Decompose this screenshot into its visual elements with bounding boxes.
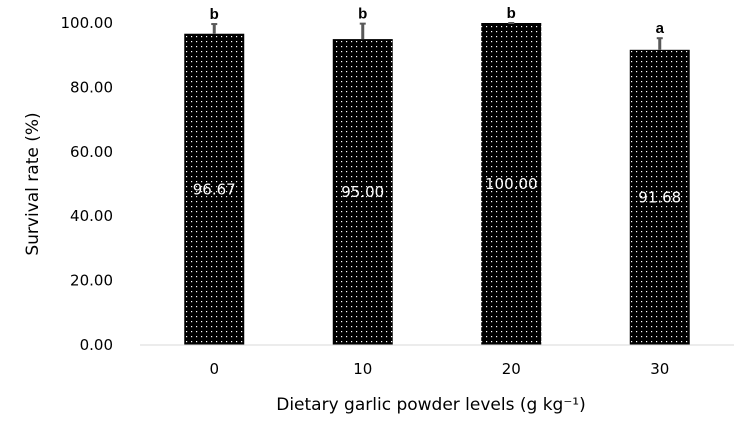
bar xyxy=(332,39,393,345)
y-axis-tick-labels: 0.00 20.00 40.00 60.00 80.00 100.00 xyxy=(61,14,114,354)
y-tick-label: 40.00 xyxy=(70,207,113,225)
x-tick-label: 20 xyxy=(502,360,521,378)
error-bar xyxy=(211,23,218,34)
significance-letter: b xyxy=(358,6,367,23)
significance-letter: b xyxy=(210,6,219,23)
significance-letter: b xyxy=(507,5,516,22)
error-bar xyxy=(359,22,366,40)
x-axis-tick-labels: 0 10 20 30 xyxy=(209,360,669,378)
data-label: 95.00 xyxy=(341,183,384,201)
data-label: 96.67 xyxy=(193,180,236,198)
data-label: 91.68 xyxy=(638,188,681,206)
x-tick-label: 30 xyxy=(650,360,669,378)
significance-letters: b b ba xyxy=(210,5,665,37)
data-labels: 96.67 95.00 100.00 91.68 xyxy=(193,175,681,206)
y-tick-label: 60.00 xyxy=(70,143,113,161)
x-tick-label: 10 xyxy=(353,360,372,378)
y-axis-title: Survival rate (%) xyxy=(23,112,43,255)
error-bar xyxy=(656,37,663,50)
error-bars xyxy=(211,22,663,50)
bar xyxy=(629,49,690,345)
x-axis-title: Dietary garlic powder levels (g kg⁻¹) xyxy=(276,395,586,415)
y-tick-label: 100.00 xyxy=(61,14,114,32)
y-tick-label: 80.00 xyxy=(70,78,113,96)
bar xyxy=(184,33,245,346)
y-tick-label: 20.00 xyxy=(70,272,113,290)
x-tick-label: 0 xyxy=(209,360,219,378)
bars xyxy=(184,23,690,346)
data-label: 100.00 xyxy=(485,175,538,193)
y-tick-label: 0.00 xyxy=(80,336,113,354)
bar xyxy=(481,23,542,345)
significance-letter: a xyxy=(656,20,665,37)
